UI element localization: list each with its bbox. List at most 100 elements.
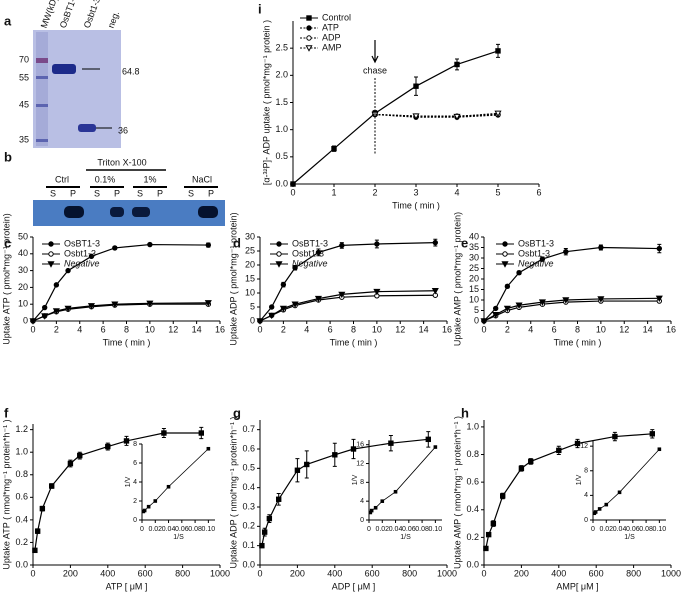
marker	[480, 318, 488, 325]
x-tick-label: 0	[257, 568, 262, 578]
legend-label: Negative	[292, 258, 328, 268]
y-tick-label: 30	[245, 231, 255, 241]
y-tick-label: 1.0	[275, 124, 288, 134]
legend-label: Osbt1-3	[292, 248, 324, 258]
marker	[268, 312, 276, 320]
y-tick-label: 1.2	[15, 424, 28, 434]
marker	[453, 113, 461, 121]
marker-label: 35	[19, 134, 29, 144]
band	[132, 207, 150, 217]
marker	[433, 445, 438, 449]
y-tick-label: 5	[250, 301, 255, 311]
fraction: S	[94, 188, 100, 198]
fraction: S	[137, 188, 143, 198]
ladder-lane	[36, 32, 48, 146]
x-tick-label: 1000	[437, 568, 457, 578]
y-tick-label: 1.0	[466, 421, 479, 431]
x-tick-label: 2	[505, 324, 510, 334]
y-tick-label: 0.7	[242, 424, 255, 434]
marker	[604, 502, 609, 507]
marker-label: 55	[19, 72, 29, 82]
band	[198, 206, 218, 218]
x-tick-label: 0.02	[148, 526, 162, 533]
marker	[485, 531, 492, 538]
x-tick-label: 0.02	[599, 526, 613, 533]
ladder-band	[36, 139, 48, 142]
marker	[516, 270, 522, 276]
x-tick-label: 0.10	[202, 526, 216, 533]
x-tick-label: 1000	[210, 568, 230, 578]
y-tick-label: 0.8	[15, 469, 28, 479]
legend-label: ATP	[322, 22, 339, 32]
fraction: P	[208, 188, 214, 198]
y-tick-label: 2.5	[275, 43, 288, 53]
marker	[597, 507, 602, 511]
marker	[65, 267, 71, 274]
legend-label: Negative	[64, 258, 100, 268]
marker	[279, 305, 287, 313]
y-tick-label: 0	[23, 315, 28, 325]
marker	[503, 305, 511, 313]
marker	[657, 447, 662, 452]
y-tick-label: 4	[584, 492, 588, 499]
legend-label: OsBT1-3	[292, 238, 328, 248]
marker	[598, 244, 604, 251]
condition: Triton X-100	[97, 157, 146, 167]
marker	[515, 302, 523, 309]
marker	[48, 251, 54, 257]
marker	[292, 265, 298, 271]
line	[374, 113, 499, 118]
x-tick-label: 3	[413, 187, 418, 197]
panel-letter: f	[4, 405, 9, 420]
y-tick-label: 35	[469, 242, 479, 252]
marker	[593, 510, 598, 514]
x-tick-label: 800	[626, 568, 641, 578]
marker-label: 45	[19, 99, 29, 109]
x-tick-label: 600	[365, 568, 380, 578]
x-tick-label: 14	[419, 324, 429, 334]
marker	[656, 245, 663, 252]
marker	[280, 281, 287, 288]
y-tick-label: 0.5	[275, 151, 288, 161]
band	[110, 207, 124, 217]
x-axis-label: 1/S	[624, 534, 635, 541]
marker	[539, 256, 546, 262]
marker	[198, 430, 205, 436]
y-tick-label: 12	[580, 443, 588, 450]
y-tick-label: 0.0	[466, 559, 479, 569]
y-tick-label: 0.2	[466, 532, 479, 542]
y-tick-label: 0.5	[242, 463, 255, 473]
marker	[413, 83, 419, 89]
legend-label: Negative	[518, 258, 554, 268]
marker	[556, 447, 562, 454]
panel-letter: b	[4, 149, 12, 164]
marker	[276, 496, 282, 502]
y-tick-label: 1.5	[275, 97, 288, 107]
line	[32, 302, 209, 322]
marker	[294, 467, 301, 473]
line	[483, 300, 660, 322]
marker	[291, 301, 299, 308]
marker	[412, 113, 420, 120]
x-tick-label: 200	[514, 568, 529, 578]
line	[594, 448, 660, 514]
y-tick-label: 15	[245, 273, 255, 283]
y-tick-label: 0.4	[15, 514, 28, 524]
x-tick-label: 600	[589, 568, 604, 578]
line	[485, 433, 653, 549]
y-tick-label: 0	[133, 517, 137, 524]
panel-letter: i	[258, 1, 262, 16]
marker	[492, 312, 500, 319]
x-axis-label: 1/S	[173, 534, 184, 541]
y-tick-label: 10	[18, 299, 28, 309]
line	[261, 438, 429, 546]
y-axis-label: Uptake ADP ( nmol*mg⁻¹ protein*h⁻¹ )	[228, 417, 238, 569]
marker	[500, 493, 506, 499]
x-tick-label: 14	[192, 324, 202, 334]
marker	[204, 300, 212, 307]
x-tick-label: 2	[54, 324, 59, 334]
y-tick-label: 4	[133, 479, 137, 486]
y-tick-label: 0.6	[466, 477, 479, 487]
y-tick-label: 20	[245, 259, 255, 269]
